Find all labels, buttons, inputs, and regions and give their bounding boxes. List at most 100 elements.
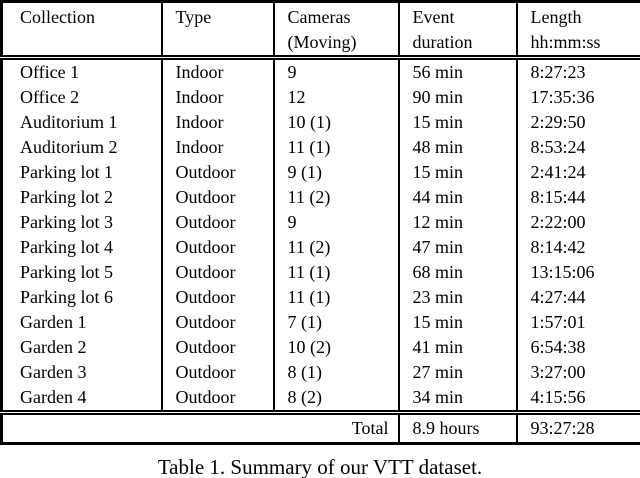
table-cell: 27 min — [397, 360, 518, 385]
table-cell: Parking lot 5 — [0, 260, 163, 285]
table-cell: 11 (1) — [272, 285, 400, 310]
table-cell: 12 — [272, 85, 400, 110]
table-cell: Parking lot 6 — [0, 285, 163, 310]
table-cell: Outdoor — [160, 360, 275, 385]
table-row: Garden 3 Outdoor 8 (1) 27 min 3:27:00 — [0, 360, 640, 385]
table-cell: Parking lot 4 — [0, 235, 163, 260]
table-cell: 10 (2) — [272, 335, 400, 360]
table-cell: 12 min — [397, 210, 518, 235]
table-cell: Auditorium 1 — [0, 110, 163, 135]
table-cell: Parking lot 3 — [0, 210, 163, 235]
header-line2: (Moving) — [287, 32, 357, 52]
table-cell: 44 min — [397, 185, 518, 210]
table-row: Garden 1 Outdoor 7 (1) 15 min 1:57:01 — [0, 310, 640, 335]
table-cell: Outdoor — [160, 285, 275, 310]
table-cell: Indoor — [160, 135, 275, 160]
header-line1: Event — [412, 7, 455, 27]
table-cell: 15 min — [397, 160, 518, 185]
table-cell: 2:29:50 — [515, 110, 640, 135]
table-cell: Indoor — [160, 85, 275, 110]
table-cell: 2:22:00 — [515, 210, 640, 235]
header-event-duration: Event duration — [397, 1, 518, 60]
table-cell: 8:27:23 — [515, 57, 640, 85]
table-cell: Garden 1 — [0, 310, 163, 335]
header-line1: Collection — [20, 7, 95, 27]
table-cell: Outdoor — [160, 210, 275, 235]
table-cell: 11 (2) — [272, 235, 400, 260]
table-cell: Outdoor — [160, 260, 275, 285]
table-row: Auditorium 1 Indoor 10 (1) 15 min 2:29:50 — [0, 110, 640, 135]
table-row: Garden 2 Outdoor 10 (2) 41 min 6:54:38 — [0, 335, 640, 360]
table-cell: Office 1 — [0, 57, 163, 85]
table-cell: 56 min — [397, 57, 518, 85]
table-cell: Auditorium 2 — [0, 135, 163, 160]
table-cell: 3:27:00 — [515, 360, 640, 385]
table-cell: Indoor — [160, 57, 275, 85]
table-cell: 11 (2) — [272, 185, 400, 210]
table-cell: Garden 4 — [0, 385, 163, 413]
table-cell: 4:15:56 — [515, 385, 640, 413]
table-cell: 8:15:44 — [515, 185, 640, 210]
header-line2: hh:mm:ss — [530, 32, 601, 52]
table-cell: 8 (2) — [272, 385, 400, 413]
table-row: Parking lot 2 Outdoor 11 (2) 44 min 8:15:44 — [0, 185, 640, 210]
table-cell: 11 (1) — [272, 260, 400, 285]
table-row: Parking lot 6 Outdoor 11 (1) 23 min 4:27:44 — [0, 285, 640, 310]
table-cell: 8:14:42 — [515, 235, 640, 260]
table-cell: 8 (1) — [272, 360, 400, 385]
table-cell: Outdoor — [160, 385, 275, 413]
table-cell: Office 2 — [0, 85, 163, 110]
table-cell: 48 min — [397, 135, 518, 160]
table-footer: Total 8.9 hours 93:27:28 — [0, 410, 640, 444]
table-cell: 68 min — [397, 260, 518, 285]
table-cell: 15 min — [397, 310, 518, 335]
table-row: Parking lot 4 Outdoor 11 (2) 47 min 8:14:42 — [0, 235, 640, 260]
table-cell: Outdoor — [160, 160, 275, 185]
table-row: Parking lot 5 Outdoor 11 (1) 68 min 13:15:06 — [0, 260, 640, 285]
table-cell: 13:15:06 — [515, 260, 640, 285]
header-line1: Cameras — [287, 7, 351, 27]
table-row: Auditorium 2 Indoor 11 (1) 48 min 8:53:24 — [0, 135, 640, 160]
table-cell: Outdoor — [160, 335, 275, 360]
table-cell: 34 min — [397, 385, 518, 413]
table-cell: 1:57:01 — [515, 310, 640, 335]
table-row: Office 1 Indoor 9 56 min 8:27:23 — [0, 57, 640, 85]
table-cell: 15 min — [397, 110, 518, 135]
table-cell: 11 (1) — [272, 135, 400, 160]
table-cell: Indoor — [160, 110, 275, 135]
total-event-duration: 8.9 hours — [397, 410, 518, 444]
table-cell: Outdoor — [160, 310, 275, 335]
header-length: Length hh:mm:ss — [515, 1, 640, 60]
table-cell: Outdoor — [160, 185, 275, 210]
dataset-summary-table: Collection Type Cameras (Moving) Event d… — [0, 0, 640, 445]
table-cell: 23 min — [397, 285, 518, 310]
table-cell: 6:54:38 — [515, 335, 640, 360]
table-caption: Table 1. Summary of our VTT dataset. — [157, 455, 483, 478]
header-line1: Type — [175, 7, 212, 27]
header-line2: duration — [412, 32, 473, 52]
header-collection: Collection — [0, 1, 163, 60]
table-body: Office 1 Indoor 9 56 min 8:27:23 Office 2 Indo… — [0, 57, 640, 413]
header-row: Collection Type Cameras (Moving) Event d… — [0, 1, 640, 60]
table-row: Parking lot 1 Outdoor 9 (1) 15 min 2:41:24 — [0, 160, 640, 185]
table-cell: 90 min — [397, 85, 518, 110]
total-row: Total 8.9 hours 93:27:28 — [0, 410, 640, 444]
table-cell: 7 (1) — [272, 310, 400, 335]
table-cell: 41 min — [397, 335, 518, 360]
table-cell: 9 — [272, 210, 400, 235]
total-length: 93:27:28 — [515, 410, 640, 444]
header-type: Type — [160, 1, 275, 60]
total-label: Total — [0, 410, 400, 444]
table-cell: 10 (1) — [272, 110, 400, 135]
table-cell: Garden 3 — [0, 360, 163, 385]
table-cell: Outdoor — [160, 235, 275, 260]
table-cell: Parking lot 2 — [0, 185, 163, 210]
table-cell: 9 (1) — [272, 160, 400, 185]
table-cell: 47 min — [397, 235, 518, 260]
table-cell: Garden 2 — [0, 335, 163, 360]
table-row: Office 2 Indoor 12 90 min 17:35:36 — [0, 85, 640, 110]
table-cell: 8:53:24 — [515, 135, 640, 160]
table-row: Parking lot 3 Outdoor 9 12 min 2:22:00 — [0, 210, 640, 235]
table-cell: 4:27:44 — [515, 285, 640, 310]
table-cell: 2:41:24 — [515, 160, 640, 185]
